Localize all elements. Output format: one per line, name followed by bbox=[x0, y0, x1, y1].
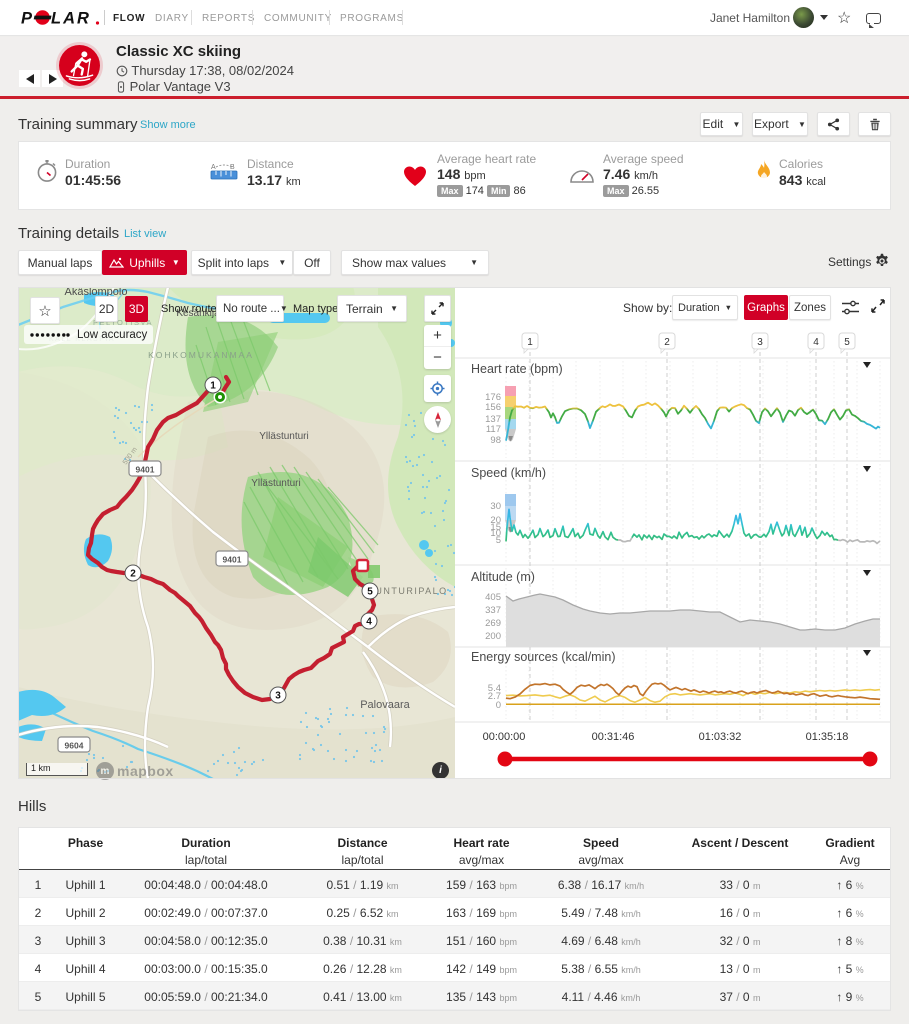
svg-text:9401: 9401 bbox=[223, 555, 242, 565]
svg-text:269: 269 bbox=[485, 618, 501, 629]
svg-text:5: 5 bbox=[367, 587, 373, 598]
svg-text:00:31:46: 00:31:46 bbox=[592, 731, 635, 743]
svg-text:LAR: LAR bbox=[51, 10, 91, 28]
svg-text:405: 405 bbox=[485, 592, 501, 603]
svg-text:Energy sources (kcal/min): Energy sources (kcal/min) bbox=[471, 650, 616, 664]
svg-text:98: 98 bbox=[490, 435, 501, 446]
svg-text:PELTOTISVA: PELTOTISVA bbox=[93, 318, 153, 327]
svg-text:5: 5 bbox=[844, 337, 850, 348]
svg-text:10: 10 bbox=[490, 528, 501, 539]
svg-text:2.7: 2.7 bbox=[488, 691, 501, 702]
svg-text:00:00:00: 00:00:00 bbox=[483, 731, 526, 743]
svg-text:01:35:18: 01:35:18 bbox=[806, 731, 849, 743]
svg-text:30: 30 bbox=[490, 501, 501, 512]
svg-text:2: 2 bbox=[664, 337, 670, 348]
svg-text:156: 156 bbox=[485, 402, 501, 413]
svg-text:0: 0 bbox=[496, 700, 501, 711]
svg-text:117: 117 bbox=[486, 424, 501, 435]
svg-text:Speed (km/h): Speed (km/h) bbox=[471, 466, 546, 480]
svg-text:2: 2 bbox=[130, 569, 136, 580]
svg-text:5.4: 5.4 bbox=[488, 683, 501, 694]
svg-text:20: 20 bbox=[490, 515, 501, 526]
svg-text:TUNTURIPALO: TUNTURIPALO bbox=[368, 586, 447, 596]
svg-text:1: 1 bbox=[210, 381, 216, 392]
svg-text:9604: 9604 bbox=[65, 741, 84, 751]
svg-text:Palovaara: Palovaara bbox=[360, 699, 410, 711]
svg-text:Altitude (m): Altitude (m) bbox=[471, 570, 535, 584]
svg-text:200: 200 bbox=[485, 631, 501, 642]
svg-text:3: 3 bbox=[275, 691, 281, 702]
svg-text:KOHKOMUKANMAA: KOHKOMUKANMAA bbox=[148, 350, 254, 360]
svg-text:1: 1 bbox=[527, 337, 533, 348]
svg-text:3: 3 bbox=[757, 337, 763, 348]
svg-text:B: B bbox=[230, 164, 235, 171]
svg-text:5: 5 bbox=[496, 535, 501, 546]
svg-text:Yllästunturi: Yllästunturi bbox=[259, 431, 308, 442]
svg-text:4: 4 bbox=[813, 337, 819, 348]
svg-text:337: 337 bbox=[485, 605, 501, 616]
svg-text:Kesänkijä: Kesänkijä bbox=[176, 308, 220, 319]
svg-text:Heart rate (bpm): Heart rate (bpm) bbox=[471, 362, 563, 376]
svg-text:9401: 9401 bbox=[136, 465, 155, 475]
svg-text:4: 4 bbox=[366, 617, 372, 628]
svg-text:P: P bbox=[21, 10, 33, 28]
svg-text:15: 15 bbox=[490, 522, 501, 533]
svg-text:137: 137 bbox=[485, 414, 501, 425]
svg-text:A: A bbox=[211, 164, 216, 171]
svg-text:176: 176 bbox=[485, 392, 501, 403]
svg-text:01:03:32: 01:03:32 bbox=[699, 731, 742, 743]
svg-text:Äkäslompolo: Äkäslompolo bbox=[65, 287, 128, 298]
svg-text:Yllästunturi: Yllästunturi bbox=[251, 478, 300, 489]
